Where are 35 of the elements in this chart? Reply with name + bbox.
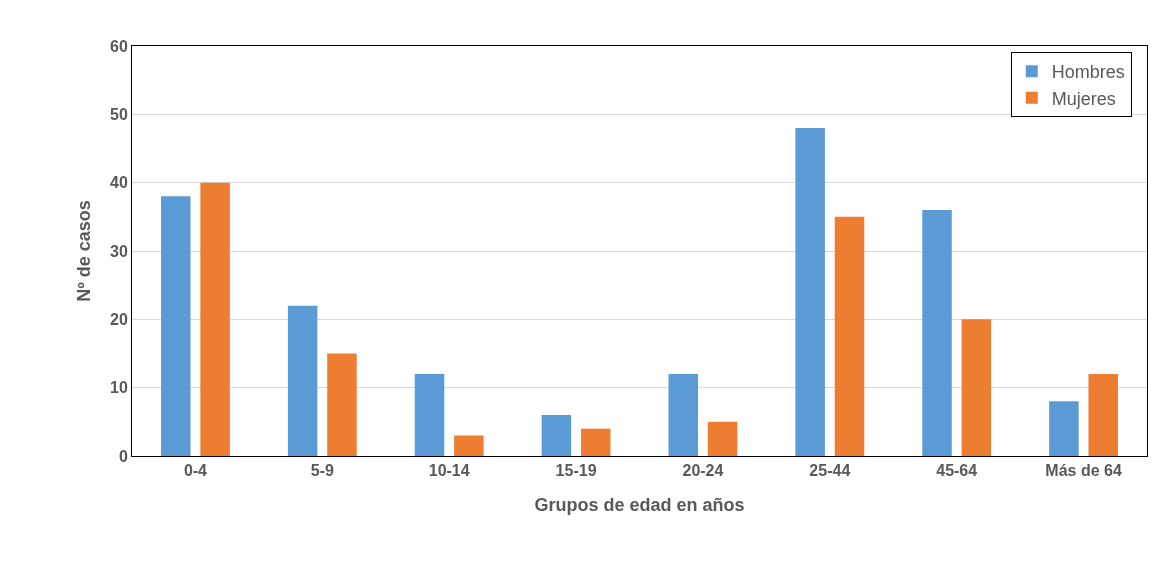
y-tick-label: 60	[110, 37, 128, 55]
y-tick-label: 20	[110, 310, 128, 328]
bar	[200, 182, 230, 456]
bar	[922, 210, 952, 456]
x-axis-title: Grupos de edad en años	[534, 495, 745, 516]
y-tick-label: 30	[110, 242, 128, 260]
y-tick-label: 0	[118, 447, 128, 465]
bar	[161, 196, 191, 456]
y-tick-label: 40	[110, 174, 128, 192]
y-tick-label: 10	[110, 379, 128, 397]
bar	[327, 353, 357, 456]
bar	[414, 374, 445, 456]
legend-label: Hombres	[1051, 62, 1125, 83]
x-tick-label: 25-44	[809, 462, 851, 480]
bar	[707, 421, 738, 456]
x-tick-label: 5-9	[310, 462, 334, 480]
bar	[1088, 374, 1118, 456]
bar	[795, 128, 825, 456]
x-tick-label: Más de 64	[1045, 462, 1122, 480]
bar	[541, 415, 572, 456]
bar	[668, 374, 699, 456]
x-tick-label: 15-19	[555, 462, 597, 480]
x-tick-label: 45-64	[936, 462, 978, 480]
y-axis-title: Nº de casos	[74, 200, 95, 302]
x-tick-label: 20-24	[682, 462, 724, 480]
y-tick-label: 50	[110, 105, 128, 123]
bar	[961, 319, 992, 456]
x-tick-label: 0-4	[183, 462, 208, 480]
bar	[834, 216, 865, 456]
x-tick-label: 10-14	[428, 462, 470, 480]
bar	[1049, 401, 1079, 456]
legend-label: Mujeres	[1051, 88, 1116, 109]
bar	[580, 428, 611, 456]
bar	[454, 435, 484, 456]
bar	[287, 305, 318, 456]
